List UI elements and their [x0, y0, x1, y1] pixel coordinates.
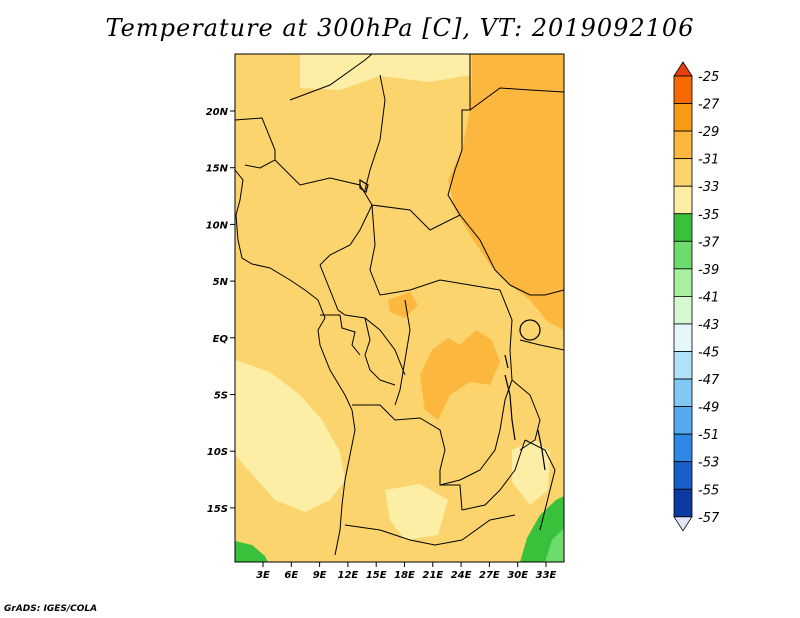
colorbar-box: [673, 158, 693, 187]
cold-region-southwest: [235, 541, 268, 562]
colorbar-box: [673, 378, 693, 407]
border-tanzania: [511, 379, 541, 451]
lat-tick-label: 20N: [206, 107, 229, 118]
colorbar-label: -31: [698, 153, 719, 168]
border-car: [369, 204, 501, 296]
colorbar-label: -37: [698, 235, 720, 250]
credit-label: GrADS: IGES/COLA: [4, 604, 98, 614]
colorbar-bottom-triangle: [673, 516, 693, 532]
lon-tick-label: 27E: [479, 570, 500, 581]
lake-chad: [359, 178, 369, 193]
border-east-africa: [509, 284, 564, 296]
lat-tick-label: 15S: [207, 504, 228, 515]
lake-kivu: [504, 354, 509, 369]
warm-patch-small: [388, 292, 418, 318]
colorbar-label: -41: [698, 290, 719, 305]
colorbar-box: [673, 240, 693, 270]
longitude-axis: 3E 6E 9E 12E 15E 18E 21E 24E 27E 30E 33E: [256, 562, 557, 581]
colorbar-box: [673, 75, 693, 104]
colorbar-box: [673, 213, 693, 242]
border-east-africa-2: [519, 339, 564, 351]
lon-tick-label: 12E: [338, 570, 359, 581]
warm-region-central: [420, 330, 500, 420]
border-cameroon: [319, 264, 406, 376]
lon-tick-label: 24E: [451, 570, 472, 581]
colorbar-box: [673, 351, 693, 380]
lat-tick-label: EQ: [213, 334, 229, 345]
colorbar-box: [673, 433, 693, 463]
border-drc-east: [439, 289, 513, 486]
lon-tick-label: 33E: [536, 570, 557, 581]
map-title: Temperature at 300hPa [C], VT: 201909210…: [105, 14, 695, 42]
colorbar-label: -51: [698, 428, 719, 443]
lon-tick-label: 15E: [366, 570, 387, 581]
colorbar-box: [673, 295, 693, 325]
warm-region-east: [448, 54, 564, 330]
border-north: [289, 54, 373, 101]
border-north-2: [364, 74, 386, 191]
border-drc-north: [394, 299, 411, 406]
border-sahel: [235, 117, 276, 169]
colorbar-box: [673, 488, 693, 518]
colorbar: -25 -27 -29 -31 -33 -35 -37 -39 -41 -43 -45 -47 -49 -…: [673, 61, 720, 532]
border-chad-sudan: [371, 204, 511, 286]
cold-core-southeast: [545, 528, 564, 562]
lakes: [359, 178, 546, 471]
colorbar-box: [673, 461, 693, 490]
colorbar-label: -45: [698, 346, 719, 361]
lon-tick-label: 9E: [313, 570, 327, 581]
colorbar-label: -43: [698, 318, 719, 333]
temperature-field: [235, 54, 564, 562]
colorbar-label: -29: [698, 125, 719, 140]
lon-tick-label: 21E: [422, 570, 443, 581]
lon-tick-label: 30E: [507, 570, 528, 581]
lat-tick-label: 5N: [213, 277, 229, 288]
cool-region-south: [385, 484, 448, 540]
lon-tick-label: 18E: [394, 570, 415, 581]
colorbar-box: [673, 323, 693, 352]
latitude-axis: 20N 15N 10N 5N EQ 5S 10S 15S: [206, 107, 235, 515]
colorbar-label: -57: [698, 511, 720, 526]
border-ethiopia: [469, 87, 564, 111]
cool-region-southeast: [512, 440, 550, 505]
colorbar-box: [673, 103, 693, 132]
border-zambia: [461, 439, 526, 511]
cool-region-southwest: [235, 360, 345, 512]
colorbar-label: -35: [698, 208, 719, 223]
colorbar-label: -55: [698, 483, 719, 498]
colorbar-top-triangle: [673, 61, 693, 77]
border-congo: [364, 317, 396, 386]
colorbar-box: [673, 130, 693, 160]
map-frame: [234, 53, 565, 563]
border-gabon: [320, 314, 361, 356]
coastline-west-africa: [235, 169, 356, 556]
colorbar-label: -39: [698, 263, 719, 278]
lat-tick-label: 10N: [206, 220, 229, 231]
lat-tick-label: 10S: [207, 447, 228, 458]
colorbar-label: -27: [698, 98, 720, 113]
colorbar-label: -47: [698, 373, 720, 388]
cool-region-north: [300, 54, 470, 90]
border-angola: [352, 404, 463, 511]
colorbar-label: -53: [698, 456, 719, 471]
lon-tick-label: 3E: [256, 570, 270, 581]
lake-malawi: [537, 429, 546, 471]
lat-tick-label: 15N: [206, 164, 229, 175]
colorbar-box: [673, 268, 693, 297]
lon-tick-label: 6E: [284, 570, 298, 581]
lake-tanganyika: [504, 374, 516, 441]
colorbar-label: -25: [698, 70, 719, 85]
colorbar-box: [673, 406, 693, 435]
border-angola-south: [344, 514, 516, 546]
colorbar-box: [673, 185, 693, 215]
colorbar-label: -49: [698, 401, 719, 416]
lake-victoria: [519, 319, 541, 341]
lat-tick-label: 5S: [214, 391, 228, 402]
colorbar-label: -33: [698, 180, 719, 195]
